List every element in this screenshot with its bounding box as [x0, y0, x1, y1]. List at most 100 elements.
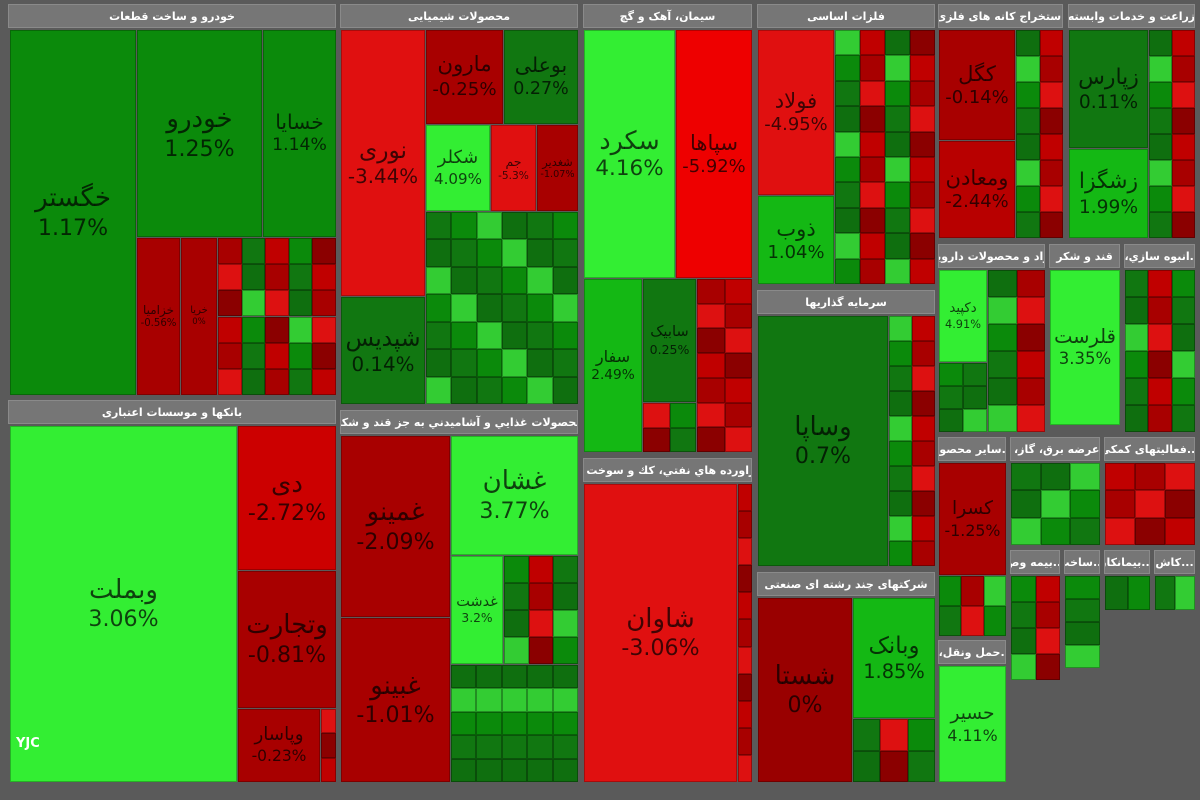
small-tile	[502, 266, 528, 295]
stock-change: 0.27%	[513, 78, 569, 99]
stock-tile: زپارس 0.11%	[1069, 30, 1148, 148]
stock-name: شستا	[774, 660, 836, 691]
small-tile	[889, 491, 912, 516]
stock-change: 0%	[192, 317, 206, 328]
sector-header: ...بيمانكار	[1104, 550, 1150, 574]
small-tile	[312, 368, 336, 395]
stock-change: 3.35%	[1058, 349, 1112, 369]
sector-header: ...فراورده هاي نفتي، كك و سوخت هس	[583, 458, 752, 482]
stock-name: خریا	[190, 304, 208, 316]
stock-name: دکپید	[949, 300, 977, 316]
small-tile	[738, 484, 752, 512]
sector-header: ...عرضه برق، گاز، بخ	[1010, 437, 1100, 461]
small-tile	[1016, 324, 1045, 351]
small-tile	[504, 637, 529, 664]
small-tile	[1039, 82, 1063, 108]
small-tile	[885, 55, 910, 81]
small-tile	[451, 212, 477, 240]
small-tile	[1039, 160, 1063, 186]
small-tile	[885, 233, 910, 259]
small-tile	[910, 182, 935, 208]
stock-change: -5.3%	[498, 169, 529, 183]
small-tile	[939, 386, 963, 409]
small-tile	[451, 688, 477, 712]
small-tile	[218, 290, 242, 317]
small-tile	[527, 266, 553, 295]
small-tile	[321, 733, 336, 758]
stock-change: 1.14%	[272, 135, 327, 156]
sector-header: شرکتهای چند رشته ای صنعتی	[757, 572, 935, 596]
small-tile	[1165, 517, 1195, 545]
stock-change: -2.72%	[247, 500, 327, 527]
small-tile	[1065, 622, 1100, 645]
small-tile	[983, 576, 1006, 606]
small-tile	[1165, 490, 1195, 518]
small-tile	[939, 363, 963, 386]
stock-name: سپاها	[689, 129, 739, 155]
small-tile	[502, 294, 528, 322]
small-tile	[528, 637, 554, 664]
small-tile	[553, 556, 578, 583]
small-tile	[738, 619, 752, 647]
small-tile	[501, 758, 528, 782]
sector-header: محصولات شیمیایی	[340, 4, 578, 28]
small-tile	[265, 290, 289, 317]
small-tile	[1171, 405, 1195, 432]
small-tile	[476, 294, 502, 322]
small-tile	[1035, 602, 1060, 628]
small-tile	[669, 403, 696, 428]
small-tile	[241, 238, 266, 265]
stock-tile: خزامیا -0.56%	[137, 238, 180, 395]
small-tile	[1035, 654, 1060, 680]
small-tile	[288, 238, 313, 265]
small-tile	[1149, 212, 1172, 238]
small-tile	[476, 665, 502, 689]
small-tile	[912, 316, 935, 341]
stock-change: 3.2%	[461, 611, 493, 626]
small-tile	[1155, 576, 1175, 610]
stock-change: 1.25%	[164, 135, 235, 162]
small-tile	[1149, 160, 1172, 186]
stock-name: خسایا	[275, 110, 324, 135]
stock-tile: غمینو -2.09%	[341, 436, 450, 617]
small-tile	[885, 131, 910, 157]
small-tile	[504, 583, 529, 610]
small-tile	[912, 541, 935, 566]
small-tile	[241, 264, 266, 291]
small-tile	[860, 30, 885, 56]
small-tile	[939, 606, 962, 636]
small-tile	[669, 427, 696, 452]
stock-tile: سکرد 4.16%	[584, 30, 675, 278]
small-tile	[1172, 108, 1195, 134]
small-tile	[835, 131, 860, 157]
small-tile	[476, 376, 502, 404]
small-tile	[451, 294, 477, 322]
small-tile	[1125, 324, 1149, 351]
small-tile	[724, 303, 752, 329]
stock-name: فولاد	[774, 88, 818, 114]
small-tile	[1016, 160, 1040, 186]
small-tile	[451, 266, 477, 295]
small-tile	[860, 207, 885, 234]
small-tile	[1035, 576, 1060, 602]
sector-header: محصولات غذايي و آشاميدني به جز قند و شكر	[340, 410, 578, 434]
small-tile	[527, 735, 553, 759]
small-tile	[1125, 270, 1149, 297]
small-tile	[1065, 576, 1100, 599]
small-tile	[1011, 576, 1036, 602]
logo: YJC	[16, 736, 40, 751]
stock-name: وپاسار	[254, 724, 304, 746]
small-tile	[1016, 351, 1045, 378]
small-tile	[738, 673, 752, 701]
small-tile	[835, 182, 860, 208]
stock-name: شکلر	[437, 148, 479, 169]
small-tile	[910, 131, 935, 157]
small-tile	[880, 750, 908, 782]
small-tile	[288, 264, 313, 291]
small-tile	[321, 709, 336, 734]
stock-change: -3.44%	[347, 165, 419, 189]
small-tile	[910, 233, 935, 259]
small-tile	[241, 316, 266, 343]
small-tile	[527, 321, 553, 350]
small-tile	[1171, 270, 1195, 297]
